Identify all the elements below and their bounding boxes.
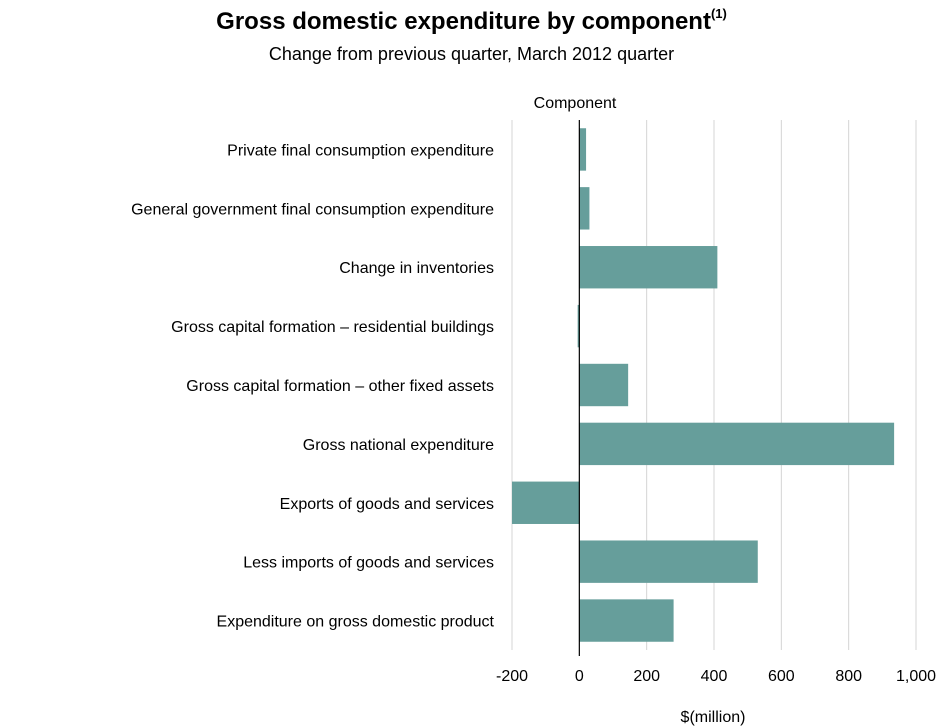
category-label: Private final consumption expenditure: [227, 142, 494, 159]
x-tick-label: 0: [575, 668, 584, 685]
bar: [579, 363, 629, 407]
x-axis-title: $(million): [681, 709, 746, 726]
bar: [512, 481, 580, 524]
bar: [577, 304, 580, 348]
category-label: Gross capital formation – residential bu…: [171, 319, 494, 336]
bar: [579, 187, 590, 230]
chart-subtitle: Change from previous quarter, March 2012…: [268, 44, 675, 64]
bar: [579, 540, 758, 583]
x-tick-label: -200: [496, 668, 528, 685]
title-footnote-marker: (1): [710, 6, 727, 21]
category-label: Gross national expenditure: [303, 437, 494, 454]
x-tick-label: 400: [701, 668, 728, 685]
chart-title-text: Gross domestic expenditure by component: [216, 8, 711, 35]
x-tick-label: 200: [633, 668, 660, 685]
category-label: General government final consumption exp…: [131, 201, 494, 218]
gridlines: [511, 120, 917, 650]
category-label: Exports of goods and services: [280, 496, 494, 513]
category-label: Expenditure on gross domestic product: [217, 614, 495, 631]
category-label: Less imports of goods and services: [243, 555, 494, 572]
category-label: Change in inventories: [339, 260, 494, 277]
x-tick-label: 600: [768, 668, 795, 685]
bar: [579, 246, 718, 289]
bar: [579, 128, 587, 171]
x-tick-labels: -200 0 200 400 600 800 1,000: [496, 668, 936, 685]
y-axis-title: Component: [534, 95, 617, 112]
category-label: Gross capital formation – other fixed as…: [186, 378, 494, 395]
x-tick-label: 1,000: [896, 668, 936, 685]
bar: [579, 422, 895, 466]
bars: [512, 128, 895, 642]
chart-title: Gross domestic expenditure by component(…: [0, 6, 943, 36]
x-tick-label: 800: [835, 668, 862, 685]
category-labels: Private final consumption expenditure Gen…: [131, 142, 494, 630]
bar: [579, 599, 674, 642]
